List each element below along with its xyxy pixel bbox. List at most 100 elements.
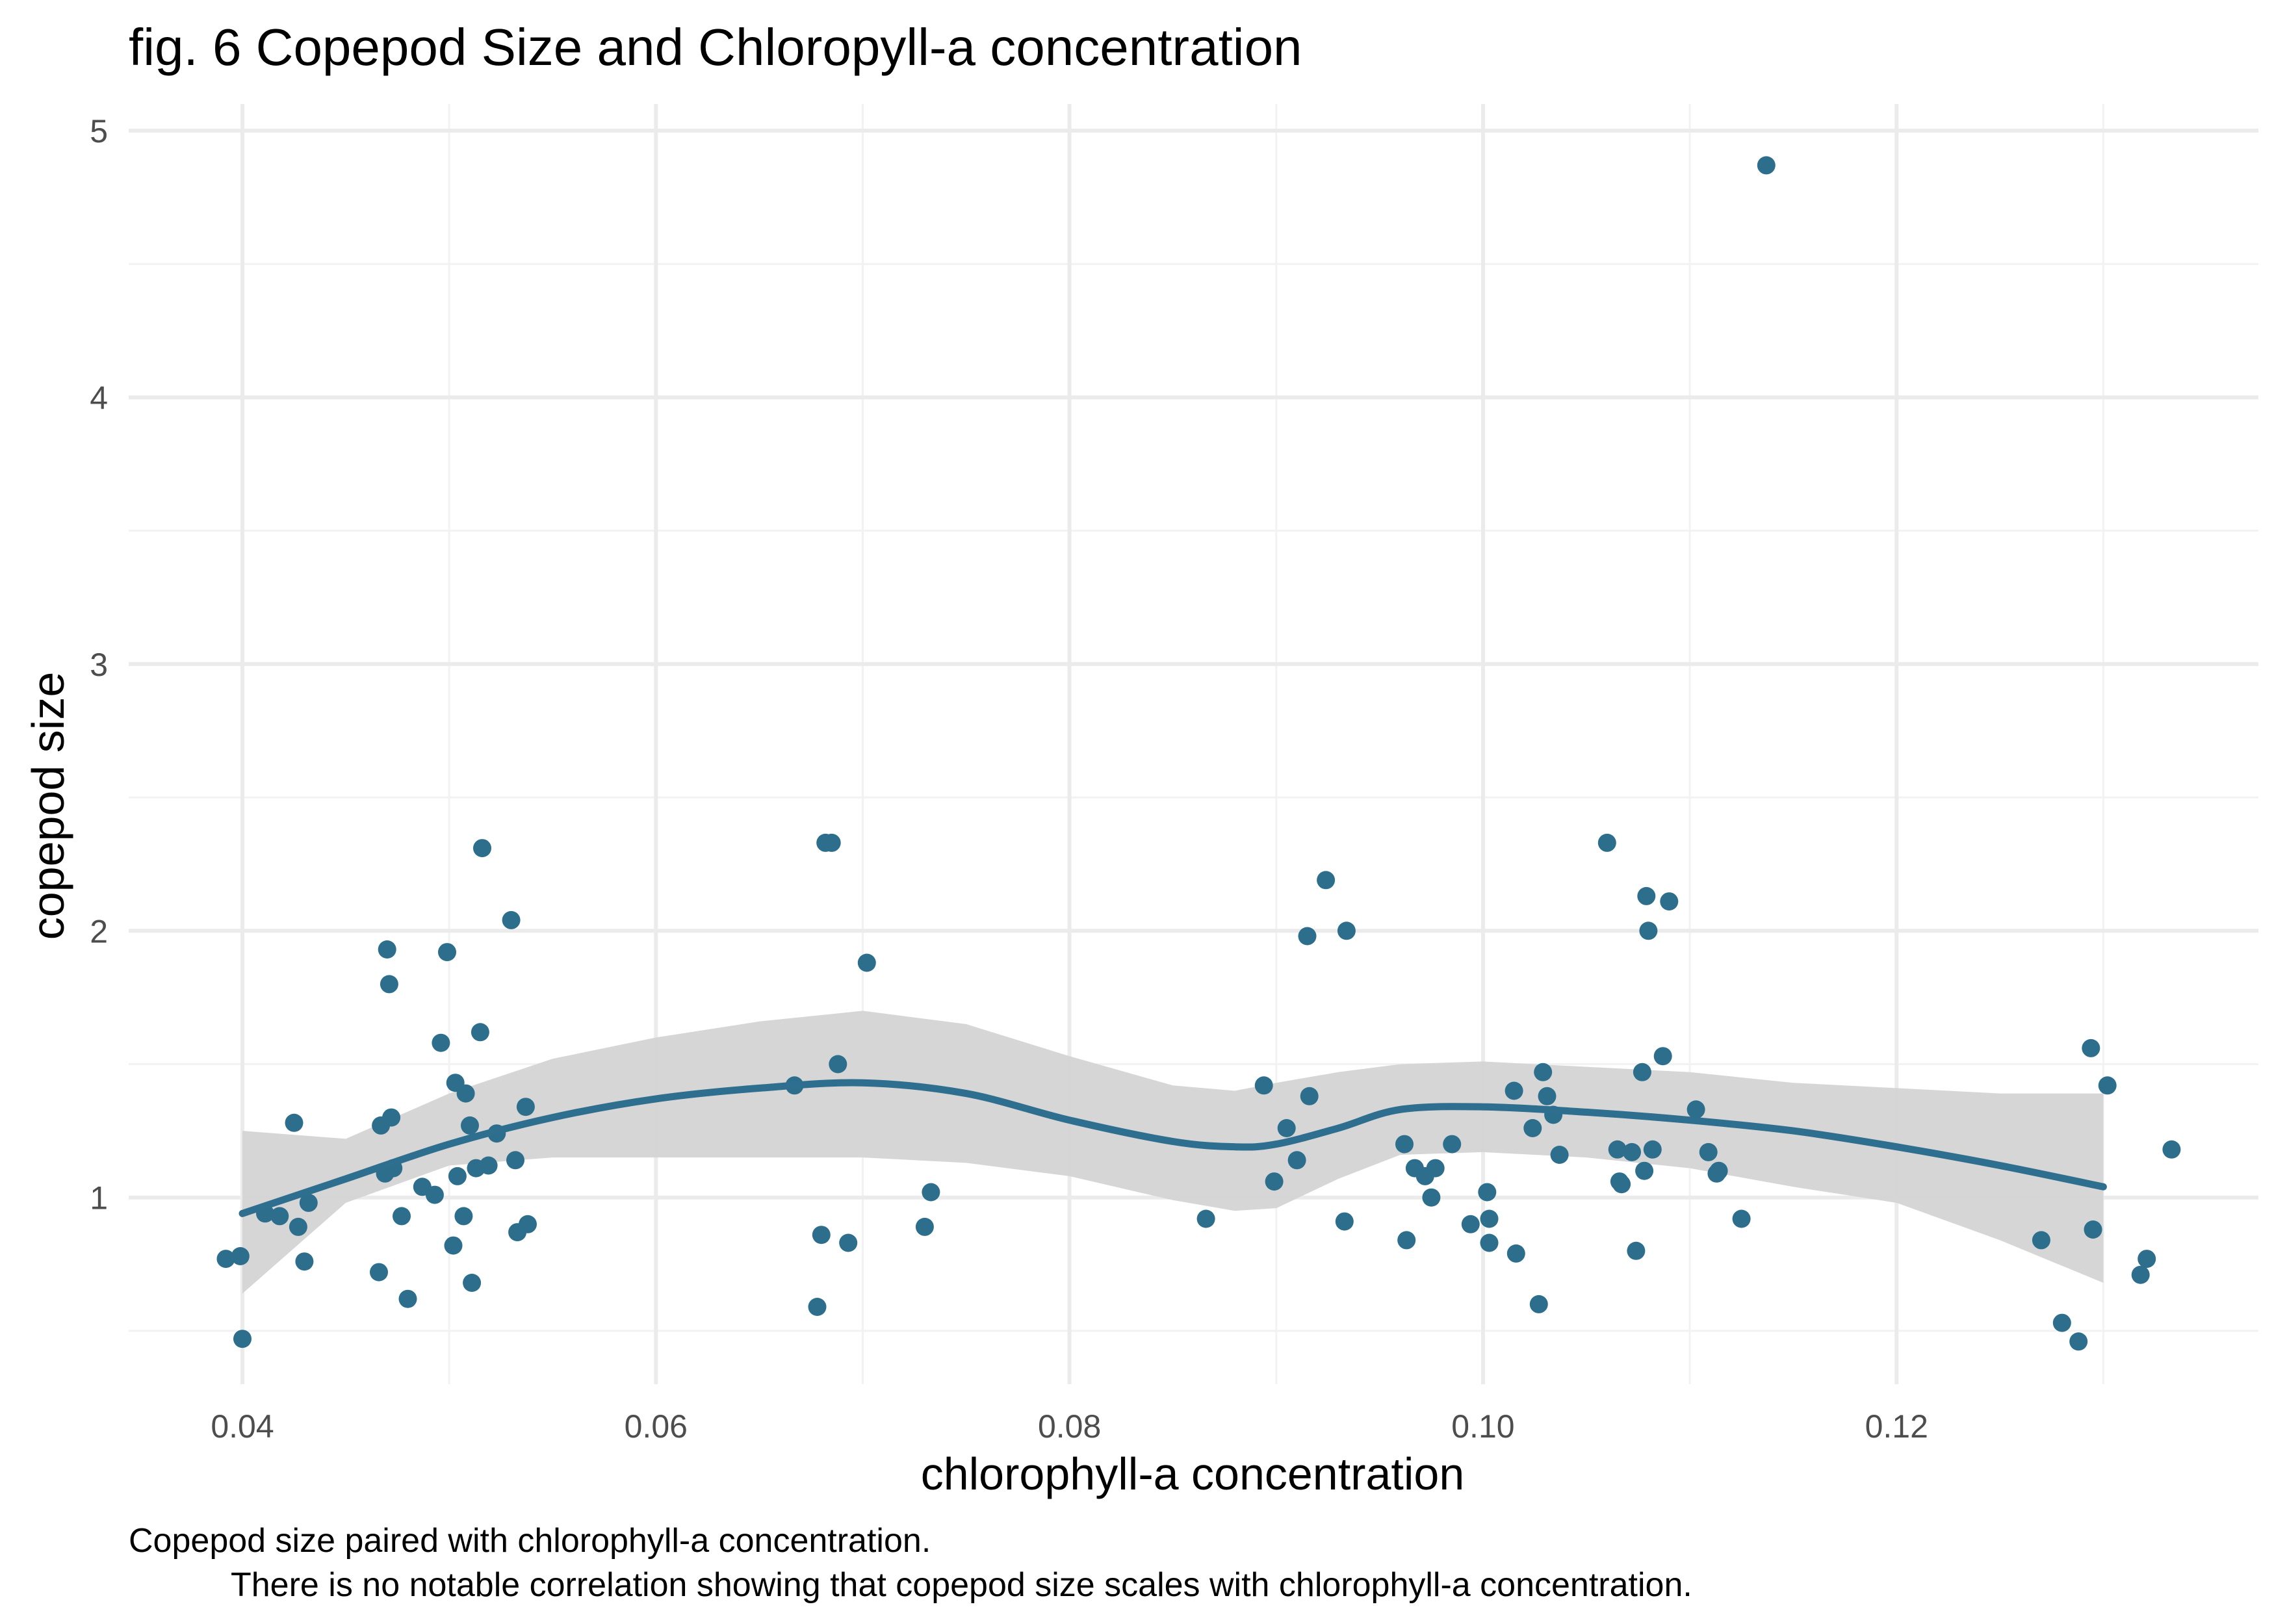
- data-point: [382, 1108, 401, 1127]
- data-point: [432, 1033, 450, 1052]
- x-tick-label: 0.08: [1038, 1408, 1101, 1445]
- y-tick-label: 4: [90, 380, 108, 416]
- data-point: [2052, 1313, 2071, 1332]
- data-point: [506, 1151, 524, 1170]
- data-point: [438, 943, 456, 962]
- data-point: [1395, 1135, 1414, 1154]
- data-point: [1627, 1241, 1646, 1260]
- data-point: [370, 1263, 388, 1282]
- data-point: [1461, 1215, 1480, 1233]
- data-point: [463, 1274, 482, 1292]
- data-point: [808, 1298, 827, 1316]
- data-point: [454, 1207, 473, 1226]
- data-point: [2131, 1265, 2150, 1284]
- data-point: [2162, 1140, 2181, 1159]
- data-point: [1317, 871, 1336, 890]
- y-axis-tick-labels: 1 2 3 4 5: [90, 113, 108, 1217]
- data-point: [289, 1217, 307, 1236]
- data-point: [1534, 1063, 1553, 1081]
- data-point: [1699, 1142, 1718, 1161]
- data-point: [1335, 1212, 1354, 1231]
- data-point: [1298, 927, 1317, 946]
- y-tick-label: 3: [90, 647, 108, 683]
- data-point: [1426, 1159, 1445, 1178]
- data-point: [1597, 833, 1616, 852]
- data-point: [1480, 1233, 1499, 1252]
- data-point: [2084, 1220, 2102, 1239]
- data-point: [1623, 1142, 1641, 1161]
- x-tick-label: 0.12: [1865, 1408, 1928, 1445]
- data-point: [1300, 1087, 1319, 1105]
- data-points: [216, 156, 2181, 1351]
- x-tick-label: 0.10: [1451, 1408, 1514, 1445]
- data-point: [456, 1084, 475, 1103]
- data-point: [1196, 1209, 1215, 1228]
- data-point: [516, 1098, 535, 1116]
- data-point: [915, 1217, 934, 1236]
- y-tick-label: 1: [90, 1180, 108, 1217]
- data-point: [380, 975, 398, 994]
- data-point: [519, 1215, 537, 1233]
- data-point: [1443, 1135, 1462, 1154]
- data-point: [1686, 1100, 1705, 1119]
- data-point: [1538, 1087, 1557, 1105]
- caption-line-1: Copepod size paired with chlorophyll-a c…: [129, 1522, 931, 1560]
- data-point: [1505, 1081, 1523, 1100]
- data-point: [448, 1166, 467, 1185]
- data-point: [270, 1207, 289, 1226]
- data-point: [233, 1330, 252, 1348]
- data-point: [2032, 1231, 2050, 1250]
- data-point: [1757, 156, 1776, 175]
- y-axis-title: copepod size: [23, 672, 73, 940]
- data-point: [1635, 1161, 1654, 1180]
- chart-title: fig. 6 Copepod Size and Chloropyll-a con…: [129, 18, 1302, 76]
- data-point: [2138, 1250, 2156, 1269]
- data-point: [1480, 1209, 1499, 1228]
- data-point: [812, 1226, 831, 1244]
- data-point: [398, 1289, 417, 1308]
- data-point: [1277, 1119, 1296, 1137]
- data-point: [425, 1185, 444, 1204]
- data-point: [461, 1116, 479, 1135]
- confidence-ribbon: [242, 1011, 2104, 1294]
- data-point: [822, 833, 841, 852]
- x-tick-label: 0.06: [625, 1408, 688, 1445]
- data-point: [1397, 1231, 1416, 1250]
- data-point: [1265, 1172, 1284, 1191]
- data-point: [829, 1055, 847, 1074]
- data-point: [378, 940, 396, 959]
- data-point: [444, 1236, 463, 1255]
- data-point: [299, 1193, 318, 1212]
- data-point: [2082, 1038, 2100, 1057]
- data-point: [471, 1023, 489, 1042]
- data-point: [1529, 1295, 1548, 1313]
- data-point: [1478, 1183, 1497, 1202]
- data-point: [502, 910, 521, 929]
- data-point: [1337, 922, 1356, 940]
- data-point: [1633, 1063, 1651, 1081]
- x-axis-tick-labels: 0.04 0.06 0.08 0.10 0.12: [211, 1408, 1928, 1445]
- y-tick-label: 2: [90, 913, 108, 949]
- data-point: [1660, 892, 1679, 911]
- data-point: [2069, 1332, 2088, 1351]
- data-point: [295, 1252, 314, 1271]
- data-point: [1523, 1119, 1542, 1137]
- data-point: [1732, 1209, 1751, 1228]
- smooth-trend-line: [239, 1079, 2107, 1217]
- data-point: [1506, 1244, 1525, 1263]
- data-point: [1653, 1047, 1672, 1066]
- data-point: [393, 1207, 411, 1226]
- caption-line-2: There is no notable correlation showing …: [231, 1566, 1692, 1604]
- y-tick-label: 5: [90, 113, 108, 149]
- data-point: [922, 1183, 940, 1202]
- data-point: [1608, 1140, 1627, 1159]
- data-point: [216, 1250, 235, 1269]
- data-point: [1550, 1146, 1569, 1164]
- data-point: [473, 839, 491, 858]
- data-point: [1422, 1188, 1441, 1207]
- data-point: [1254, 1076, 1273, 1095]
- data-point: [1639, 922, 1658, 940]
- minor-gridlines: [129, 104, 2258, 1384]
- x-axis-title: chlorophyll-a concentration: [921, 1449, 1465, 1499]
- data-point: [231, 1247, 250, 1265]
